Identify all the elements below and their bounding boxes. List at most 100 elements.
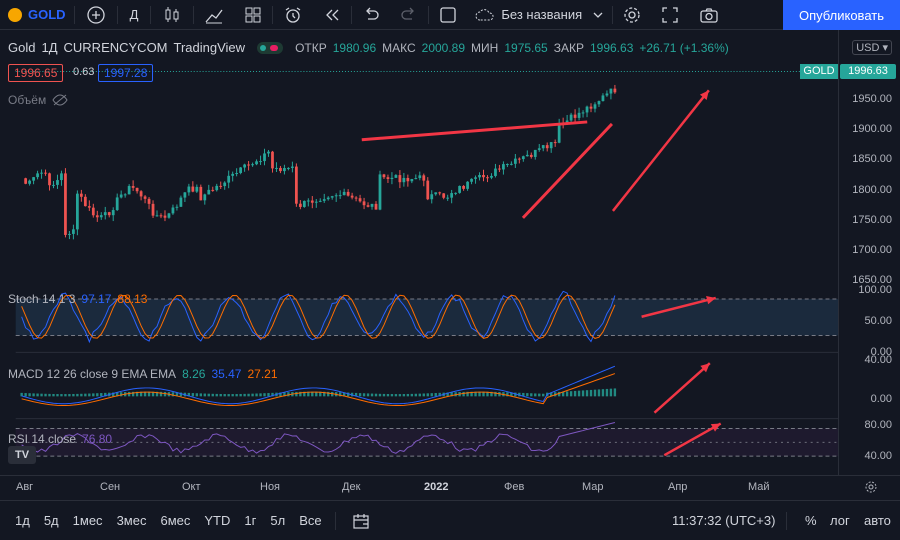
settings-button[interactable]: [613, 0, 651, 30]
range-3m[interactable]: 3мес: [116, 513, 147, 528]
interval-button[interactable]: Д: [129, 7, 139, 22]
macd-hist-bar: [72, 393, 75, 397]
compare-button[interactable]: [75, 0, 117, 30]
range-5y[interactable]: 5л: [270, 513, 286, 528]
macd-hist-bar: [187, 392, 191, 397]
macd-hist-bar: [211, 393, 214, 397]
macd-hist-bar: [573, 390, 577, 397]
candle-body: [378, 174, 382, 210]
candle-body: [203, 194, 207, 201]
fullscreen-button[interactable]: [651, 0, 689, 30]
macd-hist-bar: [100, 393, 103, 397]
macd-hist-bar: [68, 394, 71, 397]
macd-hist-bar: [119, 392, 123, 397]
macd-hist-bar: [402, 394, 406, 397]
sell-price-button[interactable]: 1996.65: [8, 64, 64, 82]
macd-hist-bar: [259, 393, 262, 397]
candle-body: [386, 177, 390, 179]
stoch-name: Stoch 14 1 3: [8, 292, 76, 306]
candle-body: [243, 164, 246, 168]
macd-hist-bar: [338, 392, 342, 397]
candle-body: [370, 203, 374, 207]
macd-hist-bar: [191, 393, 195, 397]
low-label: МИН: [471, 40, 499, 55]
range-5d[interactable]: 5д: [43, 513, 59, 528]
candle-body: [334, 195, 338, 197]
stoch-k-value: 97.17: [81, 292, 112, 306]
symbol-search[interactable]: GOLD: [0, 0, 74, 30]
buy-price-button[interactable]: 1997.28: [98, 64, 154, 82]
macd-hist-bar: [48, 393, 51, 397]
candles-icon: [165, 6, 179, 22]
macd-hist-bar: [374, 393, 378, 397]
candle-body: [227, 175, 231, 183]
macd-hist-bar: [311, 391, 314, 397]
macd-hist-bar: [550, 392, 553, 397]
candle-body: [426, 180, 430, 200]
candle-body: [255, 161, 258, 165]
candle-body: [529, 154, 533, 157]
fullscreen-layout-button[interactable]: [429, 0, 467, 30]
candle-body: [390, 177, 394, 179]
stoch-pane: [15, 290, 845, 353]
date-range-icon[interactable]: [352, 512, 370, 530]
macd-signal-value: 27.21: [247, 367, 278, 381]
currency-selector[interactable]: USD ▾: [852, 40, 892, 55]
auto-toggle[interactable]: авто: [864, 513, 891, 528]
eye-crossed-icon[interactable]: [52, 94, 68, 106]
indicators-button[interactable]: [194, 0, 234, 30]
candle-body: [410, 179, 414, 182]
range-1m[interactable]: 1мес: [72, 513, 103, 528]
candle-body: [135, 187, 139, 192]
price-axis[interactable]: USD ▾ 1950.00 1900.00 1850.00 1800.00 17…: [838, 30, 900, 475]
candle-body: [581, 112, 585, 114]
range-ytd[interactable]: YTD: [204, 513, 231, 528]
candle-body: [513, 158, 517, 164]
macd-hist-bar: [104, 392, 107, 397]
range-1d[interactable]: 1д: [15, 513, 30, 528]
macd-hist-bar: [199, 393, 202, 397]
stoch-legend: Stoch 14 1 3 97.17 88.13: [8, 292, 147, 306]
time-label: Дек: [342, 481, 361, 493]
candles-type-button[interactable]: [151, 0, 193, 30]
candle-body: [490, 175, 493, 178]
range-1y[interactable]: 1г: [244, 513, 257, 528]
log-toggle[interactable]: лог: [830, 513, 850, 528]
range-6m[interactable]: 6мес: [160, 513, 191, 528]
macd-hist-bar: [227, 394, 230, 397]
clock-time[interactable]: 11:37:32 (UTC+3): [672, 513, 776, 528]
macd-hist-bar: [486, 391, 489, 397]
macd-hist-bar: [155, 391, 159, 397]
candle-body: [454, 192, 458, 194]
time-axis[interactable]: Авг Сен Окт Ноя Дек 2022 Фев Мар Апр Май: [0, 475, 900, 497]
macd-hist-bar: [569, 391, 573, 397]
candle-body: [79, 193, 83, 197]
publish-button[interactable]: Опубликовать: [783, 0, 900, 30]
replay-button[interactable]: [313, 0, 351, 30]
candle-body: [358, 198, 362, 202]
candle-body: [494, 168, 497, 176]
alert-button[interactable]: [273, 0, 313, 30]
price-chart[interactable]: [0, 30, 860, 470]
candle-body: [537, 148, 541, 150]
price-arrow-head: [699, 90, 709, 100]
open-label: ОТКР: [295, 40, 327, 55]
percent-toggle[interactable]: %: [805, 513, 817, 528]
macd-hist-bar: [482, 391, 485, 397]
macd-hist-bar: [366, 393, 370, 397]
time-settings-icon[interactable]: [864, 480, 878, 494]
candle-body: [458, 185, 462, 193]
candle-body: [470, 178, 473, 182]
candle-body: [119, 194, 123, 198]
candle-body: [374, 203, 378, 210]
macd-hist-bar: [466, 391, 469, 397]
undo-button[interactable]: [352, 0, 390, 30]
tradingview-logo[interactable]: TV: [8, 446, 36, 464]
snapshot-button[interactable]: [689, 0, 729, 30]
undo-icon: [366, 7, 380, 20]
macd-hist-bar: [597, 389, 601, 397]
templates-button[interactable]: [234, 0, 272, 30]
redo-button[interactable]: [390, 0, 428, 30]
range-all[interactable]: Все: [299, 513, 322, 528]
layout-name-button[interactable]: Без названия: [467, 0, 612, 30]
